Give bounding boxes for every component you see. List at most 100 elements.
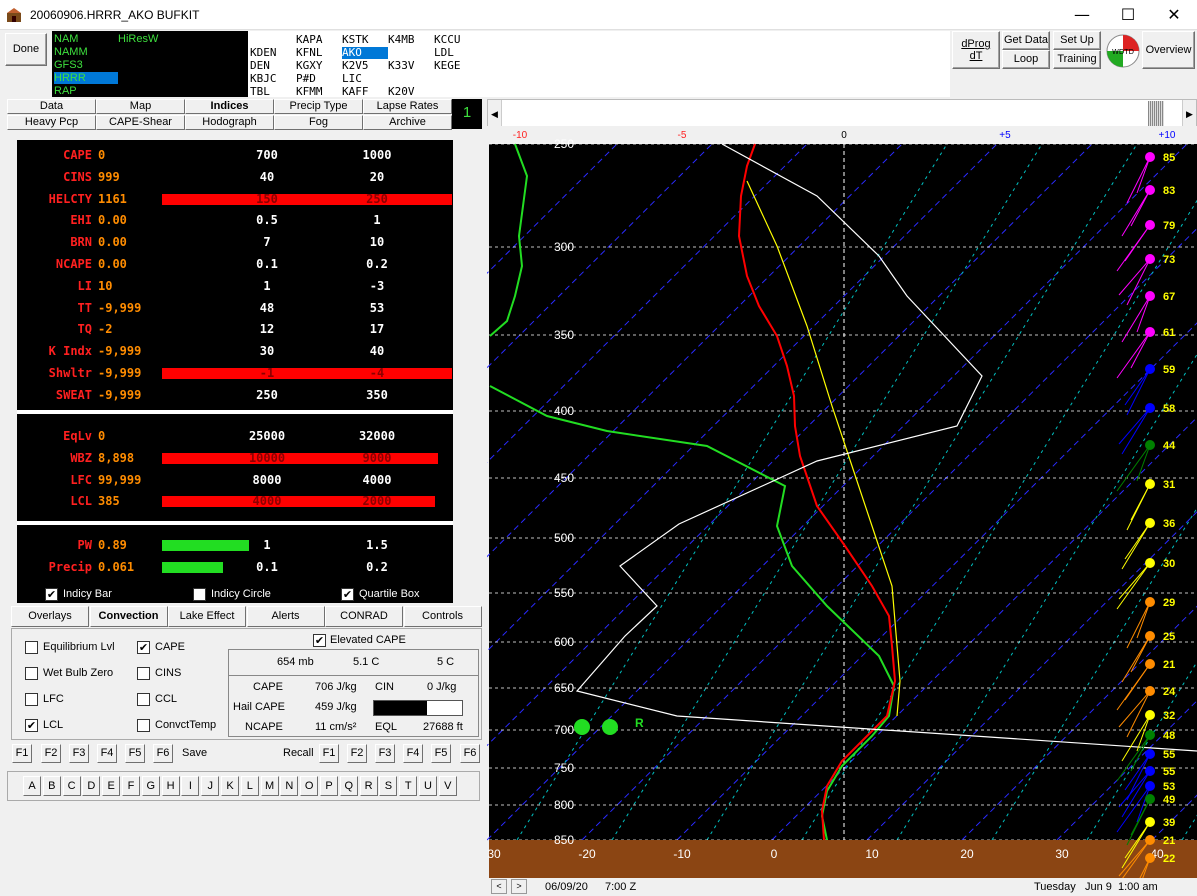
setup-button[interactable]: Set Up — [1053, 31, 1101, 50]
letter-p-button[interactable]: P — [320, 776, 338, 796]
letter-o-button[interactable]: O — [300, 776, 319, 796]
model-list[interactable]: NAM NAMM GFS3 HRRR RAP HiResW — [52, 31, 248, 97]
recall-f3-button[interactable]: F3 — [375, 744, 395, 763]
station-item[interactable]: AKO — [342, 47, 388, 59]
indicy-circle-checkbox[interactable] — [193, 588, 206, 601]
tab-cape-shear[interactable]: CAPE-Shear — [96, 115, 185, 130]
station-item[interactable]: LIC — [342, 72, 362, 85]
tab-lake-effect[interactable]: Lake Effect — [168, 606, 246, 627]
tab-indices[interactable]: Indices — [185, 99, 274, 114]
station-item[interactable]: TBL — [250, 85, 270, 98]
station-item[interactable]: KSTK — [342, 33, 369, 46]
checkbox-wet-bulb-zero[interactable] — [25, 667, 38, 680]
save-f6-button[interactable]: F6 — [153, 744, 173, 763]
skew-t-chart[interactable]: -10 -5 0 +5 +10 2503003504004505005506006507… — [487, 126, 1197, 878]
nws-logo-icon[interactable]: WDTD — [1104, 33, 1142, 69]
letter-a-button[interactable]: A — [23, 776, 41, 796]
letter-r-button[interactable]: R — [359, 776, 378, 796]
model-item-hrrr[interactable]: HRRR — [54, 72, 118, 84]
scrollbar-thumb[interactable] — [1148, 101, 1164, 127]
station-list[interactable]: KAPA KSTK K4MB KCCU KDEN KFNL AKO LDL DEN KGXY K2V… — [248, 31, 950, 98]
time-scrollbar[interactable]: ◀ ▶ — [487, 99, 1197, 129]
letter-s-button[interactable]: S — [379, 776, 398, 796]
letter-l-button[interactable]: L — [240, 776, 259, 796]
checkbox-convcttemp[interactable] — [137, 719, 150, 732]
scroll-left-arrow-icon[interactable]: ◀ — [488, 100, 502, 128]
station-item[interactable]: KAFF — [342, 85, 369, 98]
quartile-box-checkbox[interactable]: ✔ — [341, 588, 354, 601]
training-button[interactable]: Training — [1053, 50, 1101, 69]
prev-time-icon[interactable]: < — [491, 879, 507, 894]
tab-data[interactable]: Data — [7, 99, 96, 114]
next-time-icon[interactable]: > — [511, 879, 527, 894]
model-item-rap[interactable]: RAP — [54, 85, 77, 97]
dprog-dt-button[interactable]: dProg dT — [952, 31, 1000, 69]
letter-u-button[interactable]: U — [419, 776, 437, 796]
checkbox-ccl[interactable] — [137, 693, 150, 706]
letter-f-button[interactable]: F — [122, 776, 140, 796]
model-item-gfs3[interactable]: GFS3 — [54, 59, 83, 71]
tab-precip-type[interactable]: Precip Type — [274, 99, 363, 114]
maximize-button[interactable]: ☐ — [1120, 5, 1136, 24]
save-f1-button[interactable]: F1 — [12, 744, 32, 763]
station-item[interactable]: DEN — [250, 59, 270, 72]
checkbox-equilibrium-lvl[interactable] — [25, 641, 38, 654]
station-item[interactable]: KDEN — [250, 46, 277, 59]
station-item[interactable]: KFMM — [296, 85, 323, 98]
letter-g-button[interactable]: G — [141, 776, 160, 796]
tab-archive[interactable]: Archive — [363, 115, 452, 130]
recall-f5-button[interactable]: F5 — [431, 744, 451, 763]
letter-j-button[interactable]: J — [201, 776, 220, 796]
tab-fog[interactable]: Fog — [274, 115, 363, 130]
model-item-nam[interactable]: NAM — [54, 33, 79, 45]
letter-v-button[interactable]: V — [438, 776, 457, 796]
get-data-button[interactable]: Get Data — [1002, 31, 1050, 50]
tab-lapse-rates[interactable]: Lapse Rates — [363, 99, 452, 114]
tab-map[interactable]: Map — [96, 99, 185, 114]
letter-d-button[interactable]: D — [82, 776, 101, 796]
tab-alerts[interactable]: Alerts — [246, 606, 325, 627]
station-item[interactable]: KAPA — [296, 33, 323, 46]
station-item[interactable]: K33V — [388, 59, 415, 72]
save-f2-button[interactable]: F2 — [41, 744, 61, 763]
overview-button[interactable]: Overview — [1142, 31, 1195, 69]
letter-c-button[interactable]: C — [62, 776, 81, 796]
recall-f2-button[interactable]: F2 — [347, 744, 367, 763]
tab-hodograph[interactable]: Hodograph — [185, 115, 274, 130]
station-item[interactable]: P#D — [296, 72, 316, 85]
tab-heavy-pcp[interactable]: Heavy Pcp — [7, 115, 96, 130]
station-item[interactable]: KGXY — [296, 59, 323, 72]
tab-conrad[interactable]: CONRAD — [325, 606, 403, 627]
recall-f1-button[interactable]: F1 — [319, 744, 339, 763]
station-item[interactable]: K20V — [388, 85, 415, 98]
station-item[interactable]: KCCU — [434, 33, 461, 46]
station-item[interactable]: KFNL — [296, 46, 323, 59]
model-item-hiresw[interactable]: HiResW — [118, 33, 159, 45]
letter-n-button[interactable]: N — [280, 776, 299, 796]
tab-controls[interactable]: Controls — [403, 606, 482, 627]
checkbox-cape[interactable]: ✔ — [137, 641, 150, 654]
station-item[interactable]: KBJC — [250, 72, 277, 85]
letter-b-button[interactable]: B — [42, 776, 61, 796]
model-item-namm[interactable]: NAMM — [54, 46, 88, 58]
station-item[interactable]: LDL — [434, 46, 454, 59]
checkbox-lcl[interactable]: ✔ — [25, 719, 38, 732]
tab-convection[interactable]: Convection — [89, 606, 168, 627]
station-item[interactable]: K2V5 — [342, 59, 369, 72]
letter-m-button[interactable]: M — [260, 776, 279, 796]
station-item[interactable]: KEGE — [434, 59, 461, 72]
save-f5-button[interactable]: F5 — [125, 744, 145, 763]
letter-t-button[interactable]: T — [399, 776, 418, 796]
recall-f6-button[interactable]: F6 — [460, 744, 480, 763]
loop-button[interactable]: Loop — [1002, 50, 1050, 69]
elevated-cape-checkbox[interactable]: ✔ — [313, 634, 326, 647]
tab-overlays[interactable]: Overlays — [11, 606, 89, 627]
scroll-right-arrow-icon[interactable]: ▶ — [1182, 100, 1196, 128]
recall-f4-button[interactable]: F4 — [403, 744, 423, 763]
checkbox-lfc[interactable] — [25, 693, 38, 706]
station-item[interactable]: K4MB — [388, 33, 415, 46]
save-f3-button[interactable]: F3 — [69, 744, 89, 763]
indicy-bar-checkbox[interactable]: ✔ — [45, 588, 58, 601]
checkbox-cins[interactable] — [137, 667, 150, 680]
letter-q-button[interactable]: Q — [339, 776, 358, 796]
